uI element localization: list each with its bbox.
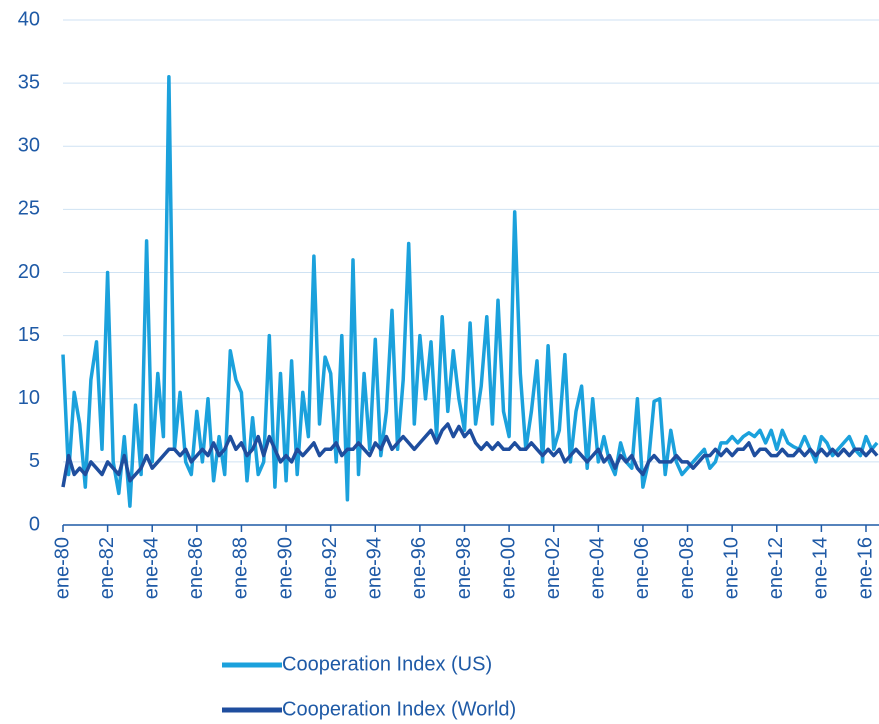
y-tick-label: 20 xyxy=(18,261,40,283)
series-line xyxy=(61,422,879,488)
y-tick-label: 5 xyxy=(29,450,40,472)
x-tick-label: ene-16 xyxy=(854,537,876,599)
x-tick-label: ene-14 xyxy=(810,537,832,599)
y-tick-label: 15 xyxy=(18,324,40,346)
x-tick-label: ene-90 xyxy=(274,537,296,599)
x-tick-label: ene-06 xyxy=(631,537,653,599)
x-tick-label: ene-84 xyxy=(141,537,163,599)
x-tick-label: ene-04 xyxy=(587,537,609,599)
x-tick-label: ene-92 xyxy=(319,537,341,599)
x-tick-label: ene-86 xyxy=(185,537,207,599)
x-tick-label: ene-94 xyxy=(364,537,386,599)
x-tick-label: ene-98 xyxy=(453,537,475,599)
y-tick-label: 40 xyxy=(18,8,40,30)
y-tick-label: 30 xyxy=(18,135,40,157)
x-tick-label: ene-00 xyxy=(497,537,519,599)
legend-label: Cooperation Index (World) xyxy=(282,698,516,720)
series-line xyxy=(61,75,879,508)
y-tick-label: 35 xyxy=(18,71,40,93)
y-tick-label: 10 xyxy=(18,387,40,409)
y-tick-label: 25 xyxy=(18,198,40,220)
x-tick-label: ene-96 xyxy=(408,537,430,599)
x-tick-label: ene-10 xyxy=(720,537,742,599)
x-tick-label: ene-80 xyxy=(51,537,73,599)
y-tick-label: 0 xyxy=(29,513,40,535)
x-tick-label: ene-08 xyxy=(676,537,698,599)
x-tick-label: ene-02 xyxy=(542,537,564,599)
x-tick-label: ene-12 xyxy=(765,537,787,599)
x-tick-label: ene-82 xyxy=(96,537,118,599)
x-tick-label: ene-88 xyxy=(230,537,252,599)
legend-label: Cooperation Index (US) xyxy=(282,653,492,675)
